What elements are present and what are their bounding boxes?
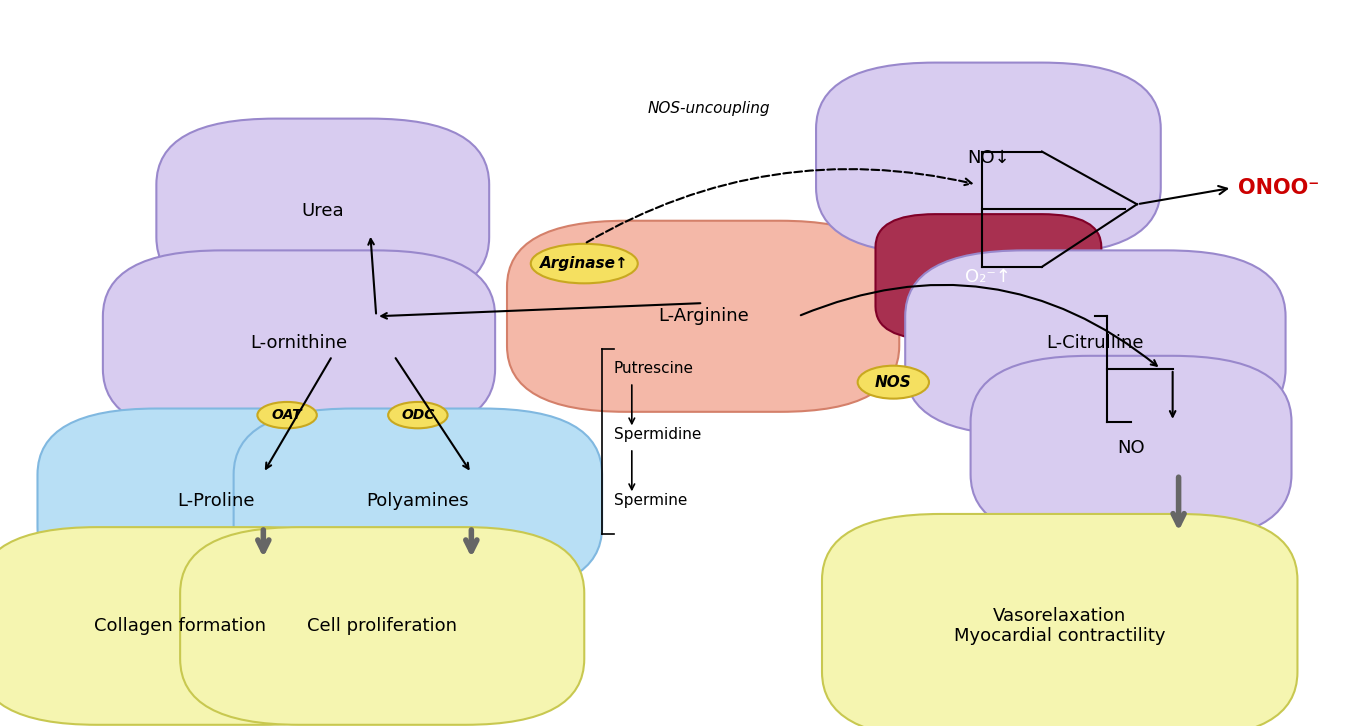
- Text: NOS-uncoupling: NOS-uncoupling: [648, 101, 771, 116]
- FancyBboxPatch shape: [971, 356, 1291, 540]
- Text: O₂⁻↑: O₂⁻↑: [966, 268, 1011, 286]
- FancyBboxPatch shape: [0, 527, 382, 725]
- Text: NO: NO: [1118, 439, 1145, 457]
- Text: Arginase↑: Arginase↑: [539, 256, 628, 271]
- FancyBboxPatch shape: [156, 118, 490, 303]
- FancyArrowPatch shape: [586, 169, 971, 242]
- FancyBboxPatch shape: [905, 250, 1286, 435]
- FancyBboxPatch shape: [507, 221, 900, 412]
- Text: Spermine: Spermine: [613, 493, 687, 508]
- Text: OAT: OAT: [272, 408, 303, 422]
- Text: ONOO⁻: ONOO⁻: [1237, 178, 1319, 197]
- Text: L-Arginine: L-Arginine: [658, 307, 749, 325]
- FancyBboxPatch shape: [38, 409, 394, 593]
- Text: L-ornithine: L-ornithine: [250, 334, 347, 351]
- Text: ODC: ODC: [401, 408, 434, 422]
- Ellipse shape: [389, 402, 448, 428]
- Text: Spermidine: Spermidine: [613, 428, 701, 442]
- FancyBboxPatch shape: [102, 250, 495, 435]
- Text: Collagen formation: Collagen formation: [94, 617, 266, 635]
- FancyBboxPatch shape: [180, 527, 584, 725]
- Ellipse shape: [858, 366, 929, 399]
- Text: Vasorelaxation
Myocardial contractility: Vasorelaxation Myocardial contractility: [954, 606, 1166, 645]
- Text: NO↓: NO↓: [967, 149, 1010, 167]
- Text: Urea: Urea: [301, 202, 344, 220]
- Text: NOS: NOS: [876, 375, 912, 390]
- Text: L-Citrulline: L-Citrulline: [1046, 334, 1145, 351]
- Text: Cell proliferation: Cell proliferation: [307, 617, 457, 635]
- Ellipse shape: [531, 244, 638, 283]
- Ellipse shape: [257, 402, 317, 428]
- FancyBboxPatch shape: [876, 214, 1102, 339]
- Text: Polyamines: Polyamines: [367, 492, 469, 510]
- Text: Putrescine: Putrescine: [613, 362, 694, 377]
- Text: L-Proline: L-Proline: [178, 492, 254, 510]
- FancyBboxPatch shape: [816, 62, 1161, 253]
- FancyBboxPatch shape: [822, 514, 1298, 726]
- FancyBboxPatch shape: [234, 409, 603, 593]
